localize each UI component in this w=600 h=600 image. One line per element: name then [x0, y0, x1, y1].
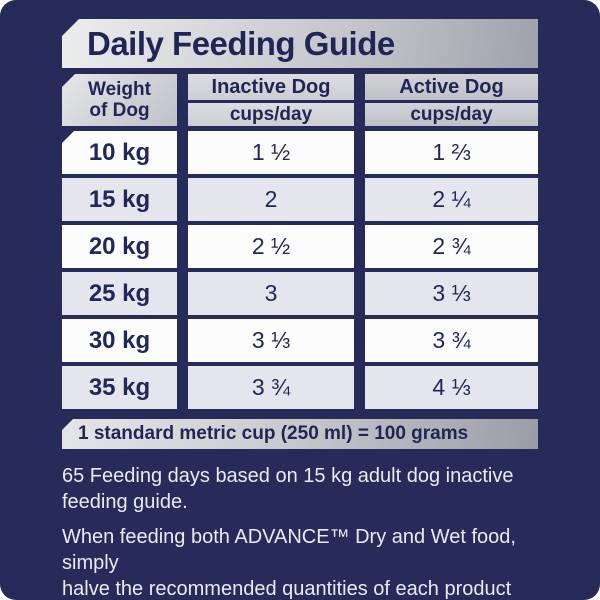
table-header-row: Weight of Dog Inactive Dog cups/day Acti… [62, 74, 538, 126]
table-row-25kg: 25 kg 3 3 ⅓ [62, 272, 538, 315]
header-divider [365, 100, 538, 103]
weight-cell: 10 kg [62, 131, 177, 174]
inactive-cups-cell: 1 ½ [188, 131, 354, 174]
active-cups-cell: 2 ¼ [365, 178, 538, 221]
weight-cell: 20 kg [62, 225, 177, 268]
mixed-feeding-note: When feeding both ADVANCE™ Dry and Wet f… [62, 526, 516, 600]
active-cups-cell: 4 ⅓ [365, 366, 538, 409]
inactive-cups-cell: 3 ¾ [188, 366, 354, 409]
active-cups-cell: 3 ⅓ [365, 272, 538, 315]
active-cups-per-day-label: cups/day [365, 103, 538, 126]
weight-cell: 35 kg [62, 366, 177, 409]
table-row-15kg: 15 kg 2 2 ¼ [62, 178, 538, 221]
page-title: Daily Feeding Guide [87, 24, 395, 62]
inactive-cups-cell: 2 ½ [188, 225, 354, 268]
table-row-10kg: 10 kg 1 ½ 1 ⅔ [62, 131, 538, 174]
metric-cup-footnote-bar: 1 standard metric cup (250 ml) = 100 gra… [62, 419, 538, 449]
weight-of-dog-header: Weight of Dog [62, 74, 177, 126]
metric-cup-footnote: 1 standard metric cup (250 ml) = 100 gra… [78, 423, 469, 444]
table-row-35kg: 35 kg 3 ¾ 4 ⅓ [62, 366, 538, 409]
inactive-cups-cell: 3 [188, 272, 354, 315]
active-cups-cell: 2 ¾ [365, 225, 538, 268]
inactive-cups-cell: 2 [188, 178, 354, 221]
weight-cell: 25 kg [62, 272, 177, 315]
active-cups-cell: 1 ⅔ [365, 131, 538, 174]
weight-cell: 30 kg [62, 319, 177, 362]
feeding-guide-content: Daily Feeding Guide Weight of Dog Inacti… [62, 0, 538, 600]
inactive-cups-cell: 3 ⅓ [188, 319, 354, 362]
table-row-20kg: 20 kg 2 ½ 2 ¾ [62, 225, 538, 268]
table-row-30kg: 30 kg 3 ⅓ 3 ¾ [62, 319, 538, 362]
feeding-days-note: 65 Feeding days based on 15 kg adult dog… [62, 465, 514, 513]
header-divider [188, 100, 354, 103]
inactive-cups-per-day-label: cups/day [188, 103, 354, 126]
active-cups-cell: 3 ¾ [365, 319, 538, 362]
active-dog-header: Active Dog cups/day [365, 74, 538, 126]
inactive-dog-label: Inactive Dog [188, 74, 354, 100]
weight-cell: 15 kg [62, 178, 177, 221]
title-bar: Daily Feeding Guide [62, 19, 538, 68]
active-dog-label: Active Dog [365, 74, 538, 100]
inactive-dog-header: Inactive Dog cups/day [188, 74, 354, 126]
